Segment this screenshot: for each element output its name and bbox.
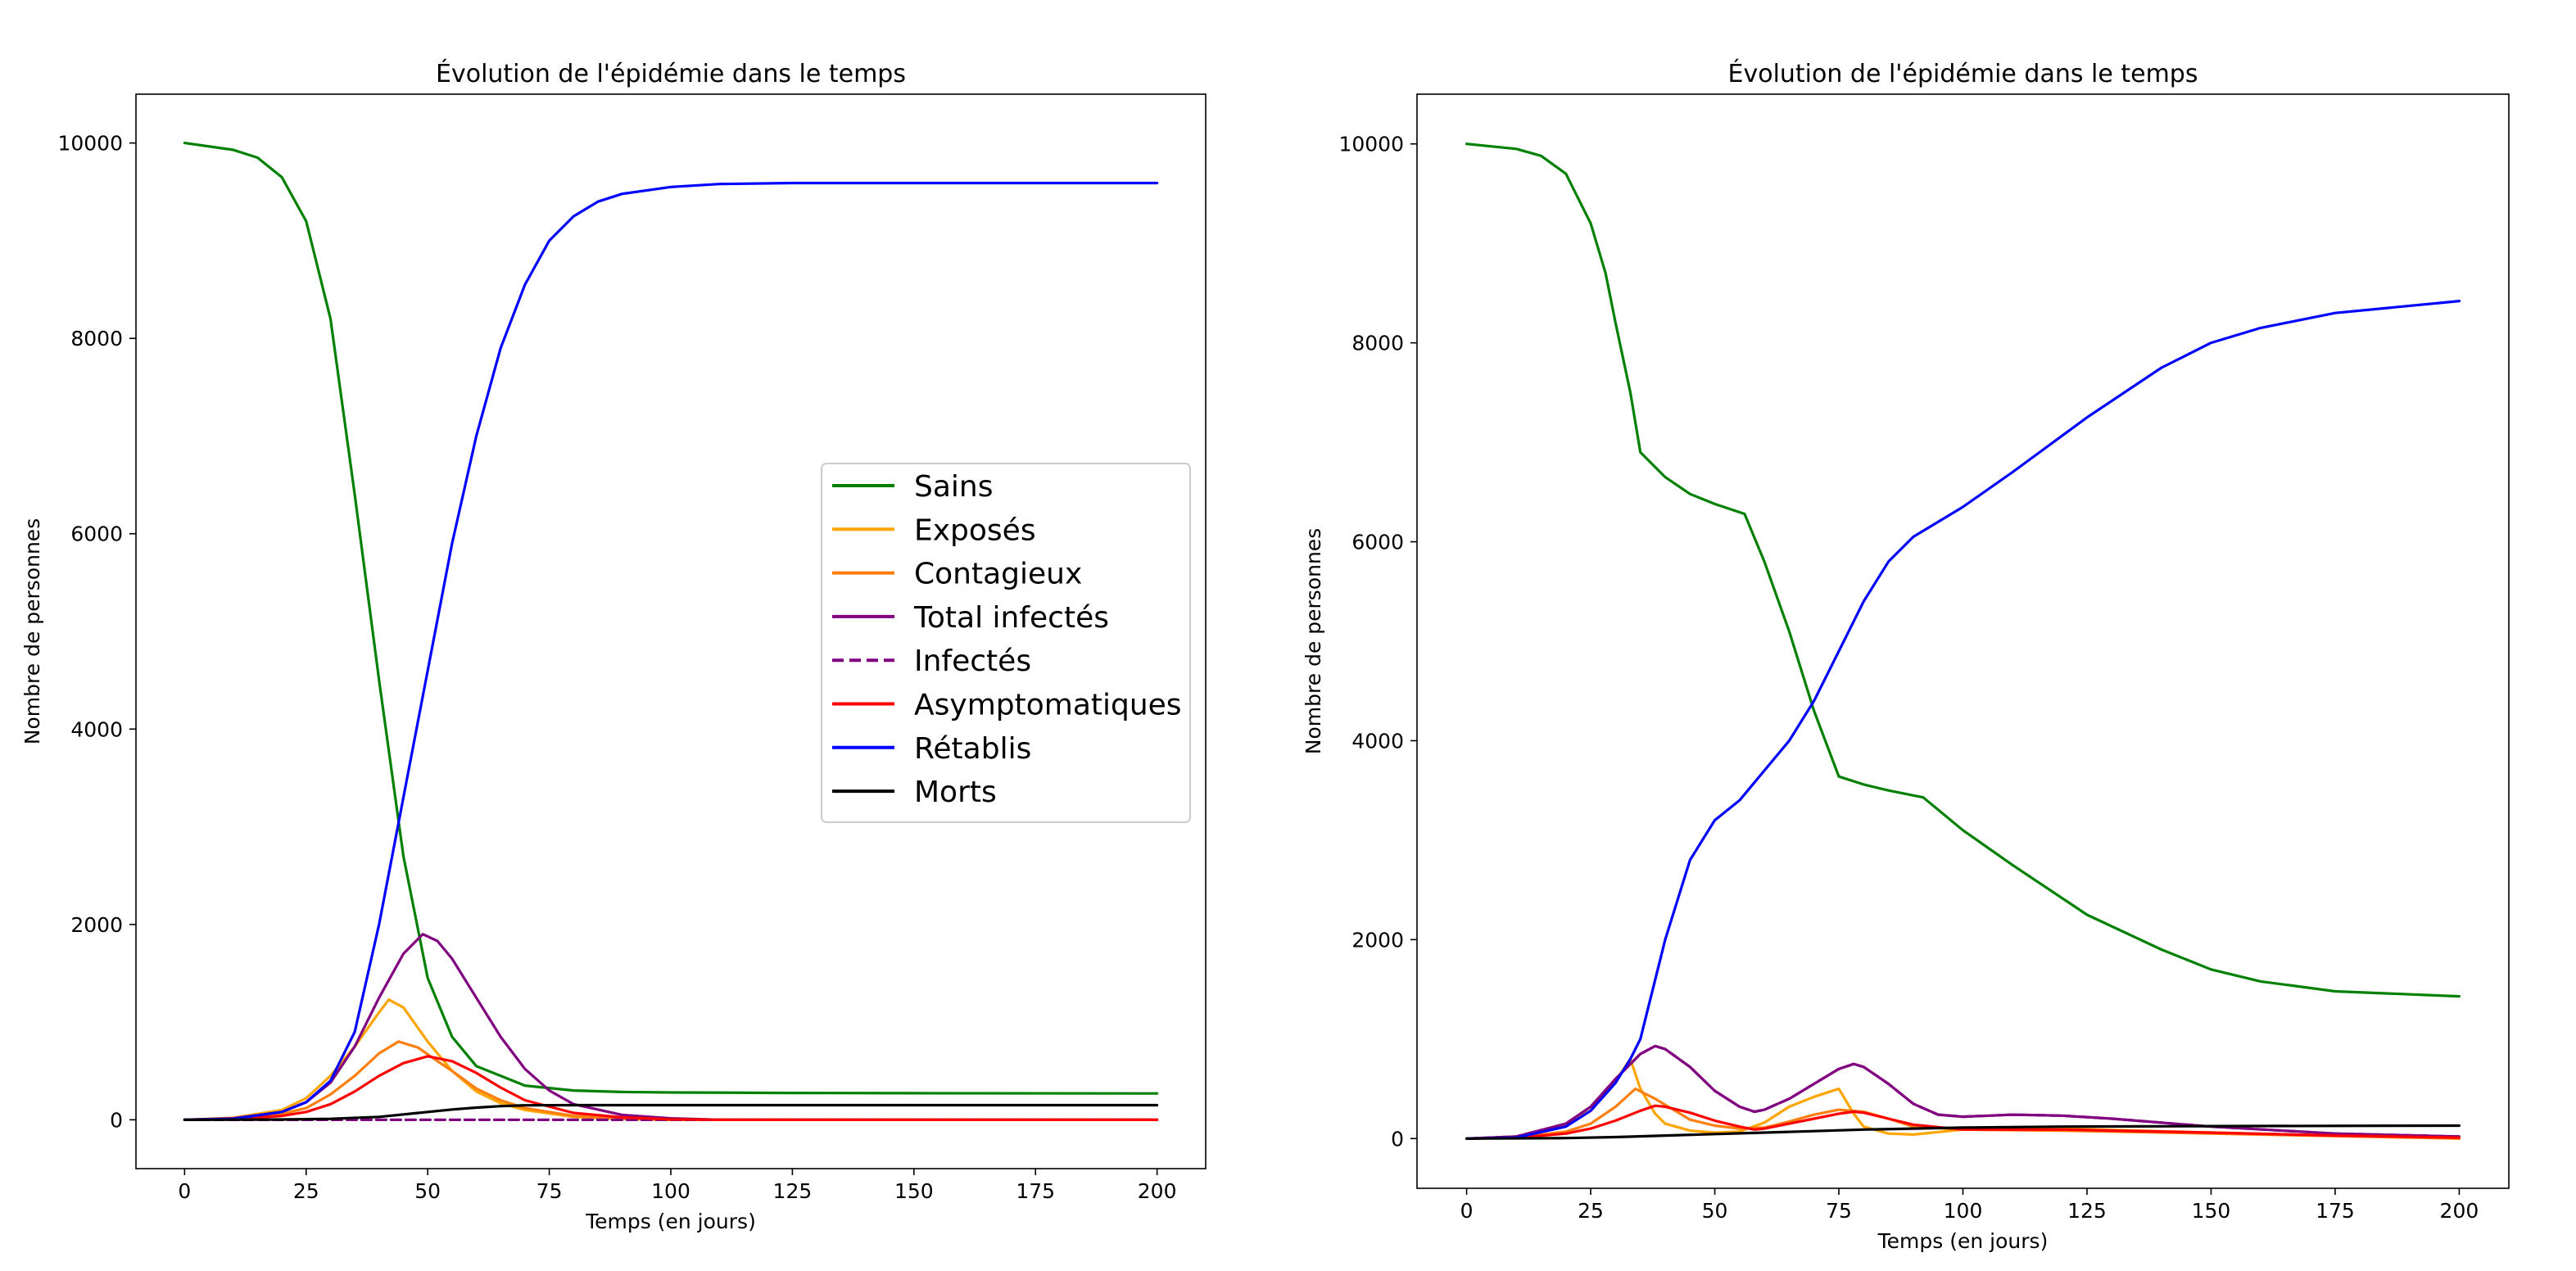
- y-tick-label: 10000: [57, 132, 123, 156]
- x-tick-label: 0: [178, 1179, 191, 1203]
- x-tick-label: 50: [414, 1179, 441, 1203]
- x-tick-label: 75: [1826, 1199, 1852, 1223]
- series-line-5: [1465, 1044, 2461, 1140]
- legend-label: Total infectés: [913, 601, 1109, 635]
- chart-title: Évolution de l'épidémie dans le temps: [436, 59, 906, 88]
- x-tick-label: 100: [651, 1179, 690, 1203]
- x-tick-label: 75: [536, 1179, 563, 1203]
- y-tick-label: 4000: [1351, 729, 1404, 753]
- series-line-6: [1465, 1104, 2461, 1140]
- y-tick-label: 4000: [70, 717, 123, 741]
- x-tick-label: 125: [773, 1179, 813, 1203]
- x-tick-label: 175: [1016, 1179, 1055, 1203]
- x-tick-label: 25: [1578, 1199, 1604, 1223]
- legend-label: Morts: [914, 776, 997, 809]
- x-tick-label: 25: [293, 1179, 319, 1203]
- legend-label: Sains: [914, 470, 994, 504]
- y-tick-label: 2000: [1351, 928, 1404, 952]
- y-axis-label: Nombre de personnes: [1302, 528, 1325, 754]
- series-line-8: [183, 1103, 1159, 1121]
- y-tick-label: 0: [110, 1108, 123, 1132]
- chart-1: 0 25 50 75 100 125 150 175 200020004000600080001…: [20, 59, 1207, 1233]
- legend-label: Rétablis: [914, 732, 1031, 766]
- y-tick-label: 8000: [1351, 332, 1404, 355]
- series-line-7: [1465, 300, 2461, 1140]
- series-line-1: [183, 142, 1159, 1095]
- series-line-7: [183, 181, 1159, 1121]
- legend-label: Infectés: [914, 645, 1031, 678]
- x-tick-label: 0: [1460, 1199, 1474, 1223]
- y-tick-label: 6000: [1351, 531, 1404, 554]
- x-tick-label: 200: [1138, 1179, 1177, 1203]
- x-tick-label: 200: [2440, 1199, 2479, 1223]
- y-tick-label: 8000: [70, 327, 123, 351]
- series-line-3: [183, 1040, 1159, 1121]
- x-tick-label: 50: [1702, 1199, 1728, 1223]
- legend-box: [821, 463, 1191, 823]
- chart-title: Évolution de l'épidémie dans le temps: [1728, 59, 2198, 88]
- x-tick-label: 175: [2316, 1199, 2355, 1223]
- series-line-1: [1465, 142, 2461, 998]
- y-tick-label: 10000: [1338, 133, 1404, 156]
- x-axis-label: Temps (en jours): [1877, 1229, 2049, 1253]
- y-tick-label: 6000: [70, 522, 123, 546]
- x-tick-label: 125: [2067, 1199, 2107, 1223]
- x-tick-label: 150: [2192, 1199, 2231, 1223]
- legend-label: Asymptomatiques: [914, 689, 1182, 722]
- legend-label: Contagieux: [914, 558, 1082, 591]
- plot-area: [183, 142, 1159, 1121]
- y-axis-label: Nombre de personnes: [20, 518, 44, 744]
- legend-label: Exposés: [914, 513, 1036, 547]
- x-axis-label: Temps (en jours): [585, 1210, 756, 1233]
- plot-area: [1465, 142, 2461, 1140]
- x-tick-label: 100: [1944, 1199, 1983, 1223]
- chart-2: 0 25 50 75 100 125 150 175 200020004000600080001…: [1302, 59, 2510, 1253]
- x-tick-label: 150: [894, 1179, 934, 1203]
- series-line-6: [183, 1055, 1159, 1121]
- legend: Sains Exposés Contagieux Total infectés Infe…: [821, 463, 1191, 823]
- series-line-8: [1465, 1124, 2461, 1140]
- y-tick-label: 2000: [70, 913, 123, 937]
- y-tick-label: 0: [1391, 1127, 1404, 1151]
